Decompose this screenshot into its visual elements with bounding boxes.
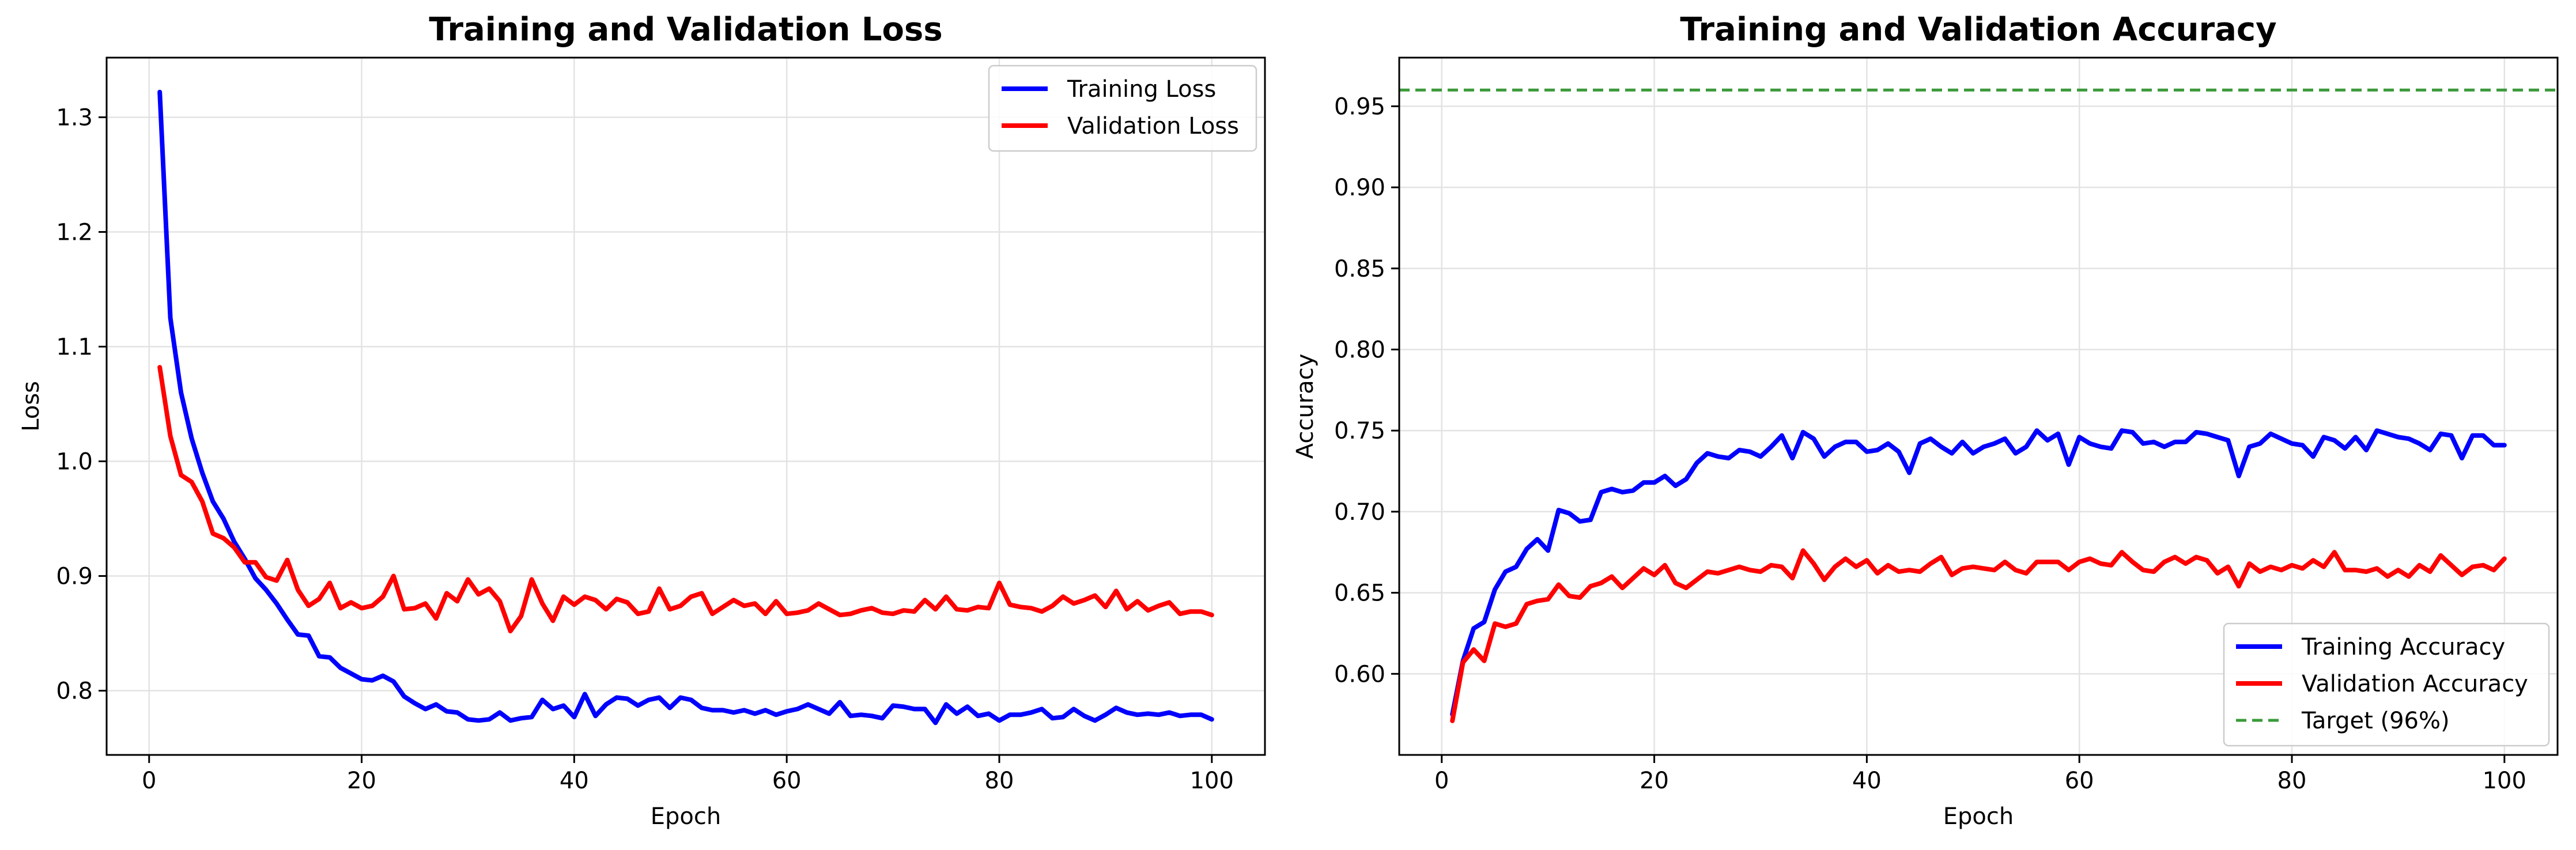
accuracy-grid xyxy=(1399,58,2558,755)
loss-plot-frame xyxy=(105,56,1266,756)
accuracy-y-tick-label: 0.75 xyxy=(1334,418,1385,444)
accuracy-x-tick-label: 20 xyxy=(1640,768,1669,794)
accuracy-x-tick-label: 0 xyxy=(1434,768,1449,794)
validation-loss-line xyxy=(157,365,1214,634)
loss-y-tick-label: 1.3 xyxy=(56,104,93,131)
loss-lines xyxy=(157,89,1214,726)
accuracy-y-tick-label: 0.90 xyxy=(1334,175,1385,201)
accuracy-y-tick-label: 0.60 xyxy=(1334,661,1385,687)
loss-y-tick-label: 1.2 xyxy=(56,220,93,246)
legend-label-training-loss: Training Loss xyxy=(1067,76,1216,103)
accuracy-x-tick-label: 60 xyxy=(2065,768,2094,794)
legend-label-validation-loss: Validation Loss xyxy=(1067,113,1239,139)
accuracy-plot-frame xyxy=(1398,56,2559,756)
loss-ticks: 0 20 40 60 80 100 0.8 0.9 1.0 1.1 1.2 1.3 xyxy=(56,104,1234,794)
loss-legend-box xyxy=(988,65,1257,152)
loss-x-tick-label: 40 xyxy=(560,768,589,794)
loss-grid xyxy=(107,58,1265,755)
accuracy-x-axis-label: Epoch xyxy=(1943,803,2014,830)
accuracy-x-tick-label: 100 xyxy=(2483,768,2526,794)
validation-accuracy-line xyxy=(1450,548,2507,723)
training-accuracy-line xyxy=(1450,428,2507,717)
accuracy-x-tick-label: 40 xyxy=(1852,768,1882,794)
accuracy-x-tick-label: 80 xyxy=(2277,768,2307,794)
accuracy-chart-title: Training and Validation Accuracy xyxy=(1680,11,2276,48)
loss-y-tick-label: 1.1 xyxy=(56,334,93,361)
loss-chart-title: Training and Validation Loss xyxy=(429,11,942,48)
accuracy-chart-panel: Training and Validation Accuracy 0 20 40 60… xyxy=(1292,11,2559,830)
legend-label-target: Target (96%) xyxy=(2301,708,2450,734)
accuracy-y-tick-label: 0.65 xyxy=(1334,580,1385,607)
loss-x-tick-label: 0 xyxy=(142,768,156,794)
loss-chart-panel: Training and Validation Loss 0 20 40 60 80 10… xyxy=(18,11,1266,830)
accuracy-y-tick-label: 0.80 xyxy=(1334,337,1385,364)
loss-y-axis-label: Loss xyxy=(18,381,44,432)
loss-x-tick-label: 20 xyxy=(347,768,376,794)
accuracy-y-axis-label: Accuracy xyxy=(1292,354,1319,459)
loss-x-tick-label: 80 xyxy=(985,768,1014,794)
loss-legend: Training Loss Validation Loss xyxy=(988,65,1257,152)
loss-x-axis-label: Epoch xyxy=(651,803,721,830)
accuracy-y-tick-label: 0.70 xyxy=(1334,499,1385,526)
loss-x-tick-label: 60 xyxy=(772,768,802,794)
legend-label-validation-accuracy: Validation Accuracy xyxy=(2302,671,2528,697)
accuracy-lines xyxy=(1399,88,2558,723)
accuracy-ticks: 0 20 40 60 80 100 0.60 0.65 0.70 0.75 0.80 0.85 0.90… xyxy=(1334,93,2526,794)
loss-y-tick-label: 0.9 xyxy=(56,564,93,590)
training-loss-line xyxy=(157,89,1214,726)
loss-y-tick-label: 0.8 xyxy=(56,678,93,705)
accuracy-y-tick-label: 0.85 xyxy=(1334,256,1385,282)
accuracy-legend-box xyxy=(2223,622,2550,747)
accuracy-legend: Training Accuracy Validation Accuracy Ta… xyxy=(2223,622,2550,747)
accuracy-y-tick-label: 0.95 xyxy=(1334,93,1385,120)
legend-label-training-accuracy: Training Accuracy xyxy=(2301,634,2505,660)
loss-y-tick-label: 1.0 xyxy=(56,449,93,475)
loss-x-tick-label: 100 xyxy=(1190,768,1234,794)
